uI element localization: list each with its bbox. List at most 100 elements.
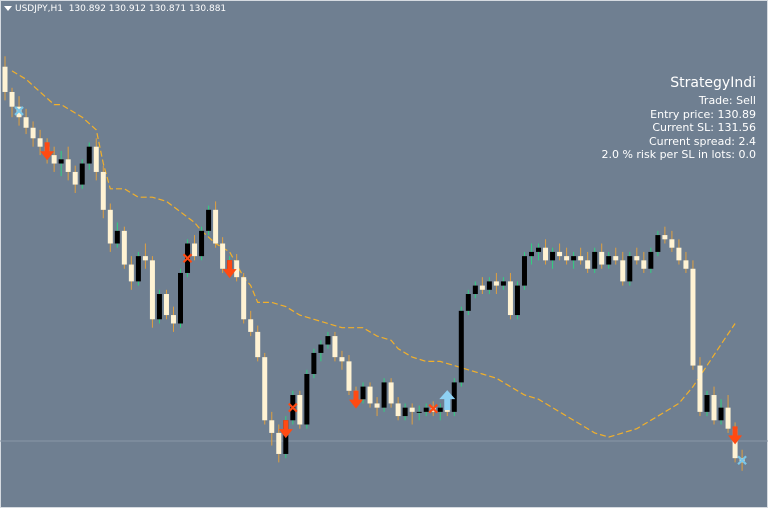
candle-body — [304, 373, 310, 425]
candle-body — [718, 407, 724, 421]
candle-body — [2, 66, 8, 92]
x-marker — [428, 403, 438, 414]
candle-body — [269, 420, 275, 433]
sell-arrow-icon — [40, 142, 55, 161]
candle-body — [163, 294, 169, 316]
candle-body — [318, 344, 324, 353]
candle-body — [606, 256, 612, 265]
trade-line: Trade: Sell — [698, 94, 756, 107]
candle-body — [711, 395, 717, 421]
candle-body — [367, 386, 373, 404]
candle-body — [262, 357, 268, 421]
candle-body — [297, 395, 303, 425]
candle-body — [458, 310, 464, 383]
candle-body — [325, 336, 331, 345]
current-sl-line: Current SL: 131.56 — [652, 121, 756, 134]
candle-body — [100, 171, 106, 210]
candle-body — [206, 209, 212, 231]
candle-body — [550, 251, 556, 261]
risk-line: 2.0 % risk per SL in lots: 0.0 — [601, 148, 756, 161]
candle-body — [564, 256, 570, 261]
panel-title: StrategyIndi — [670, 75, 756, 91]
x-marker — [182, 253, 193, 264]
candle-body — [683, 260, 689, 269]
spread-line: Current spread: 2.4 — [649, 134, 756, 148]
sell-arrow-icon — [222, 260, 237, 279]
candle-body — [416, 411, 422, 413]
candle-body — [578, 256, 584, 261]
candle-body — [599, 251, 605, 265]
candle-body — [142, 256, 148, 261]
candle-body — [114, 230, 120, 244]
candle-body — [395, 403, 401, 417]
candle-body — [220, 243, 226, 269]
candle-body — [51, 155, 57, 164]
candle-body — [543, 247, 549, 261]
candle-body — [213, 209, 219, 244]
sell-arrow-icon — [728, 426, 743, 445]
candle-body — [697, 365, 703, 412]
candle-body — [360, 386, 366, 400]
candle-body — [107, 209, 113, 244]
candle-body — [472, 285, 478, 295]
buy-arrow-icon — [439, 390, 456, 411]
candle-body — [311, 352, 317, 374]
candle-body — [648, 251, 654, 269]
candle-body — [65, 159, 71, 172]
candle-body — [409, 407, 415, 412]
candle-body — [585, 260, 591, 269]
candle-body — [465, 294, 471, 311]
candle-body — [641, 260, 647, 269]
candle-body — [402, 407, 408, 417]
candle-body — [156, 294, 162, 320]
chart-header: USDJPY,H1 130.892 130.912 130.871 130.88… — [4, 3, 226, 15]
candle-body — [592, 251, 598, 269]
candle-body — [248, 319, 254, 332]
candle-body — [199, 230, 205, 257]
candle-body — [634, 256, 640, 261]
candle-body — [93, 146, 99, 172]
candle-body — [669, 239, 675, 248]
candle-body — [557, 251, 563, 257]
candle-body — [521, 256, 527, 286]
candle-body — [72, 171, 78, 185]
candle-body — [128, 264, 134, 282]
trailing-stop-line — [11, 70, 736, 438]
candle-body — [536, 247, 542, 252]
candle-body — [725, 407, 731, 429]
candle-body — [690, 268, 696, 366]
ohlc-readout: 130.892 130.912 130.871 130.881 — [68, 4, 227, 14]
candle-body — [241, 277, 247, 320]
candle-body — [135, 256, 141, 282]
symbol-label: USDJPY,H1 — [15, 4, 63, 14]
candle-body — [121, 230, 127, 265]
candle-body — [23, 117, 29, 128]
candle-body — [276, 432, 282, 454]
x-marker — [14, 106, 24, 116]
candle-body — [346, 361, 352, 391]
candle-body — [613, 256, 619, 261]
candle-body — [332, 336, 338, 358]
candle-body — [149, 260, 155, 320]
candle-body — [500, 281, 506, 286]
candle-body — [255, 331, 261, 358]
candle-body — [627, 256, 633, 282]
candle-body — [620, 260, 626, 282]
candle-body — [86, 146, 92, 164]
candle-body — [507, 281, 513, 316]
candle-body — [514, 285, 520, 316]
entry-price-line: Entry price: 130.89 — [650, 107, 756, 121]
dropdown-triangle-icon[interactable] — [4, 6, 12, 11]
candle-body — [704, 395, 710, 412]
candle-body — [479, 285, 485, 290]
candle-body — [662, 235, 668, 240]
candle-body — [437, 407, 443, 412]
sell-arrow-icon — [349, 390, 363, 409]
candle-body — [529, 251, 534, 257]
x-marker — [288, 402, 298, 413]
candle-body — [676, 247, 682, 261]
candle-body — [178, 272, 183, 324]
candle-body — [37, 138, 43, 147]
